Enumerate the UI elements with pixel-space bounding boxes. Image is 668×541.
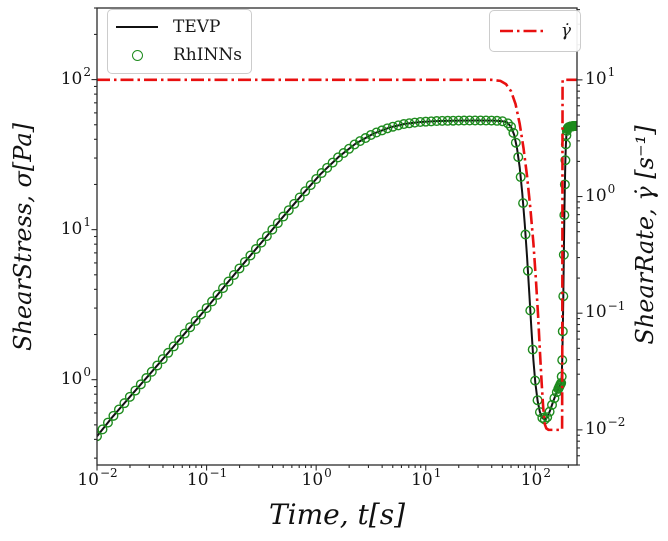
rhinns-markers [97,115,577,442]
rhinns-circle-sample-icon [131,50,143,62]
x-tick-label: 102 [520,466,551,490]
x-axis-title: Time, t[s] [268,498,406,531]
shear-rate-dashdot-sample-icon [499,29,544,33]
right-y-tick-label: 100 [585,181,616,206]
legend-label-shear-rate: γ̇ [560,20,572,41]
legend-stress: TEVP RhINNs [107,9,252,74]
legend-shear-rate: γ̇ [489,10,581,52]
left-y-tick-label: 101 [60,214,91,239]
right-y-tick-label: 101 [585,65,616,89]
left-axis-title: ShearStress, σ[Pa] [9,122,37,352]
plot-border [96,7,578,466]
x-tick-label: 10−2 [77,466,118,490]
legend-label-rhinns: RhINNs [173,45,242,66]
tevp-line-sample-icon [116,26,158,29]
legend-label-tevp: TEVP [173,16,221,37]
legend-item-tevp: TEVP [114,14,245,40]
x-tick-label: 100 [301,466,332,490]
left-y-tick-label: 100 [60,365,91,389]
tevp-curve [97,119,577,437]
shear-rate-curve [97,78,577,432]
right-axis-title: ShearRate, γ̇ [s⁻¹] [631,125,659,345]
right-y-tick-label: 10−2 [585,415,626,439]
left-y-tick-label: 102 [60,64,91,89]
x-tick-label: 10−1 [186,466,228,490]
legend-item-rhinns: RhINNs [114,43,245,69]
series-group [97,78,577,442]
axis-ticks [91,7,583,471]
right-y-tick-label: 10−1 [585,298,626,323]
x-tick-label: 101 [411,466,442,490]
